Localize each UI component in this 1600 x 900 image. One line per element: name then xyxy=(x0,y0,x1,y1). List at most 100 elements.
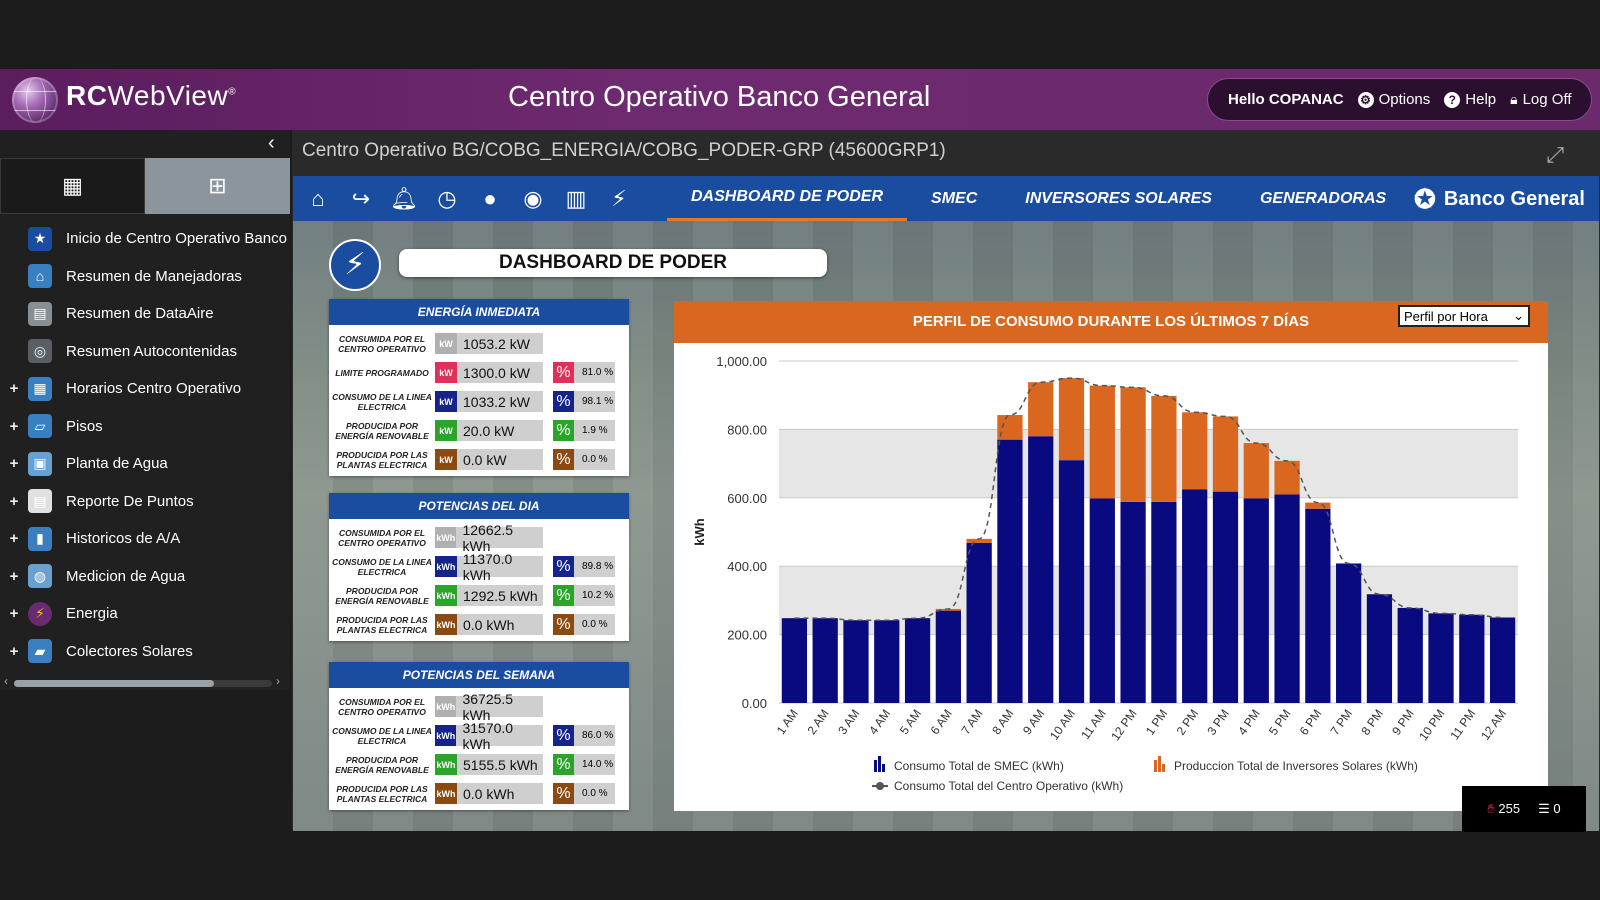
x-tick-label: 6 PM xyxy=(1297,707,1325,738)
sidebar-item[interactable]: + ▮ Historicos de A/A xyxy=(0,520,290,558)
percent-icon: % xyxy=(553,420,574,441)
help-link[interactable]: ? Help xyxy=(1444,91,1496,108)
sidebar-item[interactable]: + ▱ Pisos xyxy=(0,408,290,446)
sidebar-item[interactable]: + ⚡︎ Energia xyxy=(0,595,290,633)
percent-icon: % xyxy=(553,556,574,577)
x-tick-label: 9 AM xyxy=(1020,707,1047,737)
lightning-icon[interactable]: ⚡︎ xyxy=(611,185,627,211)
stat-value: 1292.5 kWh xyxy=(463,587,538,604)
bar-smec xyxy=(1336,563,1362,703)
stat-percent: 14.0 % xyxy=(582,759,614,770)
tab-generadoras[interactable]: GENERADORAS xyxy=(1259,189,1387,207)
house-icon: ⌂ xyxy=(28,264,52,289)
expand-plus-icon[interactable]: + xyxy=(9,380,19,398)
expand-plus-icon[interactable]: + xyxy=(9,642,19,660)
tab-tree-view[interactable]: ⊞ xyxy=(145,158,290,214)
stat-value: 0.0 kWh xyxy=(463,785,515,802)
stat-value-box: kWh 0.0 kWh xyxy=(435,614,543,635)
percent-icon: % xyxy=(553,614,574,635)
stat-row: CONSUMIDA POR EL CENTRO OPERATIVO kWh 3672… xyxy=(329,691,629,723)
event-count: 0 xyxy=(1553,801,1561,816)
alarm-counter[interactable]: ✋︎ 255 xyxy=(1487,801,1520,817)
report-icon: ▤ xyxy=(28,489,52,514)
water-drop-icon[interactable]: ● xyxy=(483,185,497,211)
legend-label: Produccion Total de Inversores Solares (… xyxy=(1174,759,1418,773)
stat-row: CONSUMIDA POR EL CENTRO OPERATIVO kW 1053.… xyxy=(329,329,629,358)
sidebar-item-label: Horarios Centro Operativo xyxy=(66,380,242,398)
alarm-count: 255 xyxy=(1498,801,1521,816)
building-icon[interactable]: ▥ xyxy=(565,185,587,211)
tab-dashboard-de-poder[interactable]: DASHBOARD DE PODER xyxy=(667,176,908,221)
expand-plus-icon[interactable]: + xyxy=(9,567,19,585)
status-bar: ✋︎ 255 ☰ 0 xyxy=(1462,786,1586,832)
bar-smec xyxy=(904,618,931,703)
sidebar-item-label: Colectores Solares xyxy=(66,642,193,660)
stat-percent-box: % 89.8 % xyxy=(553,556,615,577)
wireless-icon[interactable]: ◉ xyxy=(523,185,543,211)
expand-plus-icon[interactable]: + xyxy=(9,417,19,435)
stat-value: 12662.5 kWh xyxy=(462,521,514,554)
alarm-bell-icon[interactable]: 🔔︎ xyxy=(390,185,418,211)
sidebar-item[interactable]: ⌂ Resumen de Manejadoras xyxy=(0,258,290,296)
sidebar-item[interactable]: + ◍ Medicion de Agua xyxy=(0,558,290,596)
scroll-right-icon[interactable]: › xyxy=(276,674,280,688)
sidebar-item[interactable]: ★ Inicio de Centro Operativo Banco xyxy=(0,220,290,258)
sidebar: ‹ ▦ ⊞ ★ Inicio de Centro Operativo Banco ⌂… xyxy=(0,130,290,690)
consumption-chart-card: PERFIL DE CONSUMO DURANTE LOS ÚLTIMOS 7 … xyxy=(674,301,1548,811)
x-tick-label: 5 PM xyxy=(1266,707,1294,738)
scroll-left-icon[interactable]: ‹ xyxy=(4,674,8,688)
sidebar-item[interactable]: + ▦ Horarios Centro Operativo xyxy=(0,370,290,408)
breadcrumb: Centro Operativo BG/COBG_ENERGIA/COBG_PO… xyxy=(302,140,946,161)
card-body: CONSUMIDA POR EL CENTRO OPERATIVO kWh 3672… xyxy=(329,688,629,810)
sidebar-item[interactable]: + ▤ Reporte De Puntos xyxy=(0,483,290,521)
unit-badge: kWh xyxy=(435,556,457,577)
options-link[interactable]: ⚙ Options xyxy=(1357,91,1430,108)
server-icon: ▤ xyxy=(28,301,52,326)
home-icon[interactable]: ⌂ xyxy=(311,185,325,211)
event-counter[interactable]: ☰ 0 xyxy=(1538,801,1561,817)
bar-chart-icon: ▮ xyxy=(28,526,52,551)
y-tick-label: 200.00 xyxy=(727,628,767,643)
tab-inversores-solares[interactable]: INVERSORES SOLARES xyxy=(1025,189,1212,207)
bar-smec xyxy=(1489,617,1516,703)
collapse-sidebar-icon[interactable]: ‹ xyxy=(268,132,275,154)
percent-icon: % xyxy=(553,754,574,775)
y-tick-label: 800.00 xyxy=(727,422,767,437)
logoff-link[interactable]: 🔒︎ Log Off xyxy=(1510,91,1571,108)
expand-plus-icon[interactable]: + xyxy=(9,530,19,548)
sidebar-item-label: Pisos xyxy=(66,417,103,435)
sidebar-item[interactable]: ▤ Resumen de DataAire xyxy=(0,295,290,333)
app-title: Centro Operativo Banco General xyxy=(508,81,931,113)
unit-badge: kWh xyxy=(435,783,457,804)
clock-icon[interactable]: ◷ xyxy=(437,185,457,211)
fullscreen-icon[interactable]: ⤢ xyxy=(1546,142,1564,167)
bar-solar xyxy=(1120,387,1146,502)
x-tick-label: 6 AM xyxy=(928,707,955,737)
stat-row: PRODUCIDA POR ENERGÍA RENOVABLE kW 20.0 kW… xyxy=(329,416,629,445)
bar-smec xyxy=(1120,501,1146,703)
sidebar-item-label: Historicos de A/A xyxy=(66,530,181,548)
chart-profile-select[interactable]: Perfil por Hora ⌄ xyxy=(1398,305,1530,327)
tab-building-view[interactable]: ▦ xyxy=(0,158,145,214)
sidebar-item[interactable]: + ▰ Colectores Solares xyxy=(0,633,290,671)
stats-card: POTENCIAS DEL DIA CONSUMIDA POR EL CENTRO… xyxy=(329,493,629,641)
x-tick-label: 9 PM xyxy=(1389,707,1417,738)
card-body: CONSUMIDA POR EL CENTRO OPERATIVO kW 1053.… xyxy=(329,325,629,476)
bar-smec xyxy=(1182,489,1208,703)
stat-label: PRODUCIDA POR ENERGÍA RENOVABLE xyxy=(335,754,429,775)
scroll-thumb[interactable] xyxy=(14,680,214,687)
sidebar-item[interactable]: ◎ Resumen Autocontenidas xyxy=(0,333,290,371)
sidebar-item[interactable]: + ▣ Planta de Agua xyxy=(0,445,290,483)
redirect-icon[interactable]: ↪ xyxy=(351,185,371,211)
bar-smec xyxy=(1243,498,1269,703)
legend-swatch xyxy=(882,764,885,772)
tab-smec[interactable]: SMEC xyxy=(931,189,978,207)
sidebar-horizontal-scrollbar[interactable]: ‹ › xyxy=(4,674,280,688)
stat-percent: 0.0 % xyxy=(582,454,608,465)
expand-plus-icon[interactable]: + xyxy=(9,455,19,473)
percent-icon: % xyxy=(553,362,574,383)
expand-plus-icon[interactable]: + xyxy=(9,492,19,510)
expand-plus-icon[interactable]: + xyxy=(9,605,19,623)
bar-smec xyxy=(1028,436,1054,703)
bar-solar xyxy=(1089,385,1115,499)
